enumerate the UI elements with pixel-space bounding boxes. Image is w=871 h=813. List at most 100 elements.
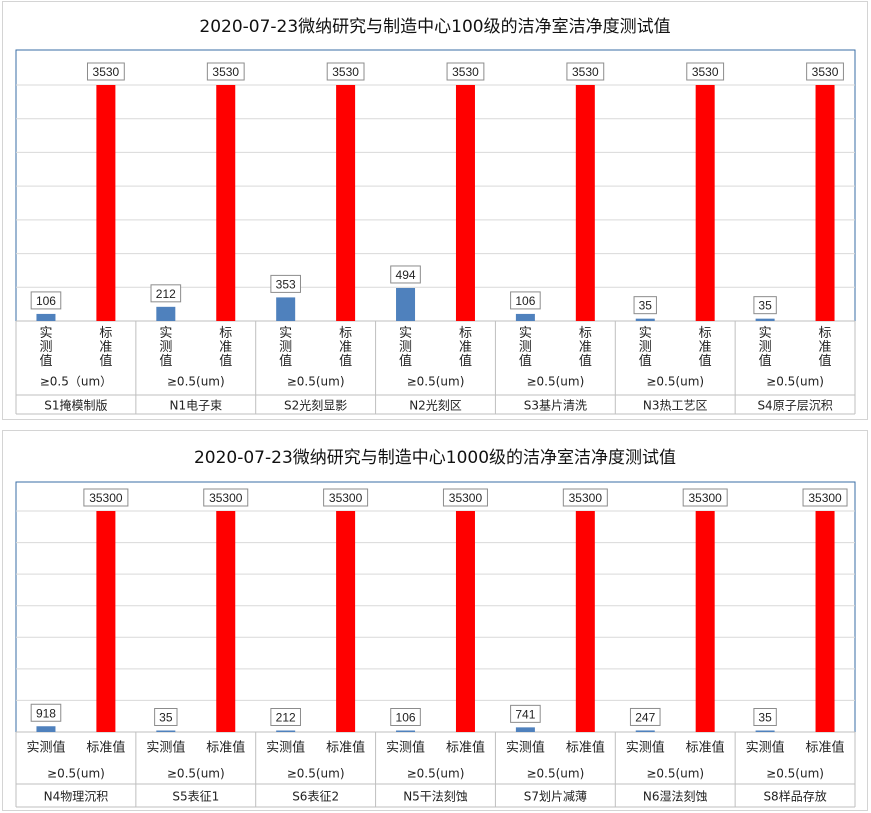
category-label: S7划片减薄	[524, 789, 587, 804]
data-label-box	[150, 284, 182, 303]
data-label-box	[203, 488, 249, 507]
series-axis-label: 测	[39, 340, 52, 355]
series-axis-label: 准	[819, 340, 832, 355]
plot-area	[15, 481, 856, 733]
series-axis-label: 实测值	[626, 740, 665, 756]
series-axis-label: 值	[39, 353, 52, 369]
category-label: N3热工艺区	[643, 399, 708, 413]
series-axis-label: 实测值	[506, 740, 545, 756]
data-label: 35	[159, 711, 173, 725]
category-label: S8样品存放	[763, 789, 826, 804]
data-label: 35300	[688, 491, 722, 505]
data-label-box	[323, 488, 369, 507]
data-label: 212	[276, 711, 296, 725]
series-axis-label: 值	[699, 353, 712, 369]
category-label: N1电子束	[169, 399, 222, 413]
bar-measured	[755, 318, 775, 321]
series-axis-label: 准	[699, 340, 712, 355]
bar-standard	[575, 511, 595, 732]
category-label: S6表征2	[292, 790, 339, 804]
bar-standard	[96, 511, 116, 732]
bar-standard	[216, 85, 236, 321]
series-axis-label: 标	[99, 326, 112, 341]
series-axis-label: 标	[699, 326, 712, 341]
data-label: 3530	[692, 65, 719, 79]
bar-standard	[815, 85, 835, 321]
series-axis-label: 值	[339, 353, 352, 369]
series-axis-label: 标	[219, 326, 232, 341]
bar-standard	[216, 511, 236, 732]
series-axis-label: 值	[759, 353, 772, 369]
data-label-box	[30, 703, 62, 722]
category-label: S3基片清洗	[524, 399, 587, 413]
range-label: ≥0.5(um)	[526, 375, 584, 389]
bar-standard	[695, 85, 715, 321]
series-axis-label: 实	[759, 326, 772, 341]
data-label-box	[629, 707, 661, 726]
series-axis-label: 值	[399, 353, 412, 369]
chart-canvas: 918 实测值 35300 标准值 ≥0.5(um) N4物理沉积 35 实测值 35300 标准…	[15, 481, 856, 808]
series-axis-label: 标	[819, 326, 832, 341]
range-label: ≥0.5(um)	[167, 767, 225, 781]
data-label-box	[446, 62, 485, 81]
data-label: 106	[515, 294, 535, 308]
data-label-box	[806, 62, 844, 81]
series-axis-label: 标	[459, 326, 472, 341]
data-label: 494	[396, 268, 416, 282]
data-label: 35	[639, 299, 653, 313]
data-label: 35	[758, 299, 772, 313]
chart-canvas: 106 实测值 3530 标准值 ≥0.5（um） S1掩模制版 212 实测值 3530 标准值…	[15, 49, 856, 415]
data-label-box	[30, 291, 62, 310]
category-label: N5干法刻蚀	[403, 790, 468, 804]
category-label: S2光刻显影	[284, 399, 347, 413]
series-axis-label: 实	[279, 326, 292, 341]
bar-standard	[96, 85, 116, 321]
series-axis-label: 标准值	[446, 740, 485, 756]
data-label: 106	[396, 711, 416, 725]
data-label-box	[562, 488, 608, 507]
data-label-box	[753, 708, 777, 726]
data-label: 247	[635, 710, 655, 724]
series-axis-label: 标准值	[326, 740, 365, 756]
data-label-box	[802, 488, 848, 507]
series-axis-label: 值	[159, 353, 172, 369]
chart-panel-100: 2020-07-23微纳研究与制造中心100级的洁净室洁净度测试值 106 实测值…	[2, 1, 868, 420]
series-axis-label: 标	[339, 326, 352, 341]
chart-title: 2020-07-23微纳研究与制造中心100级的洁净室洁净度测试值	[199, 17, 671, 37]
data-label: 3530	[812, 65, 839, 79]
data-label: 3530	[332, 65, 359, 79]
range-label: ≥0.5(um)	[766, 375, 824, 389]
series-axis-label: 实	[39, 326, 52, 341]
data-label-box	[86, 62, 125, 81]
series-axis-label: 实测值	[746, 740, 785, 756]
bar-standard	[336, 85, 356, 321]
series-axis-label: 实	[639, 326, 652, 341]
series-axis-label: 测	[519, 340, 532, 355]
data-label-box	[753, 296, 777, 315]
bar-measured	[396, 287, 416, 321]
data-label: 35300	[449, 491, 483, 505]
series-axis-label: 测	[399, 340, 412, 355]
bar-standard	[575, 85, 595, 321]
category-label: S1掩模制版	[44, 399, 107, 413]
series-axis-label: 值	[219, 353, 232, 369]
series-axis-label: 测	[759, 340, 772, 355]
data-label-box	[566, 62, 605, 81]
bar-standard	[336, 511, 356, 732]
data-label: 35300	[569, 491, 603, 505]
bar-standard	[695, 511, 715, 732]
data-label: 106	[36, 294, 56, 308]
series-axis-label: 实测值	[266, 740, 305, 756]
data-label-box	[510, 291, 541, 310]
data-label-box	[510, 704, 541, 723]
data-label-box	[270, 274, 301, 293]
range-label: ≥0.5(um)	[287, 767, 345, 781]
series-axis-label: 实	[159, 326, 172, 341]
data-label: 212	[156, 287, 176, 301]
range-label: ≥0.5(um)	[646, 767, 704, 781]
bar-measured	[156, 306, 176, 321]
series-axis-label: 值	[819, 353, 832, 369]
category-label: N6湿法刻蚀	[643, 789, 708, 804]
bar-measured	[515, 727, 535, 732]
bar-standard	[815, 511, 835, 732]
